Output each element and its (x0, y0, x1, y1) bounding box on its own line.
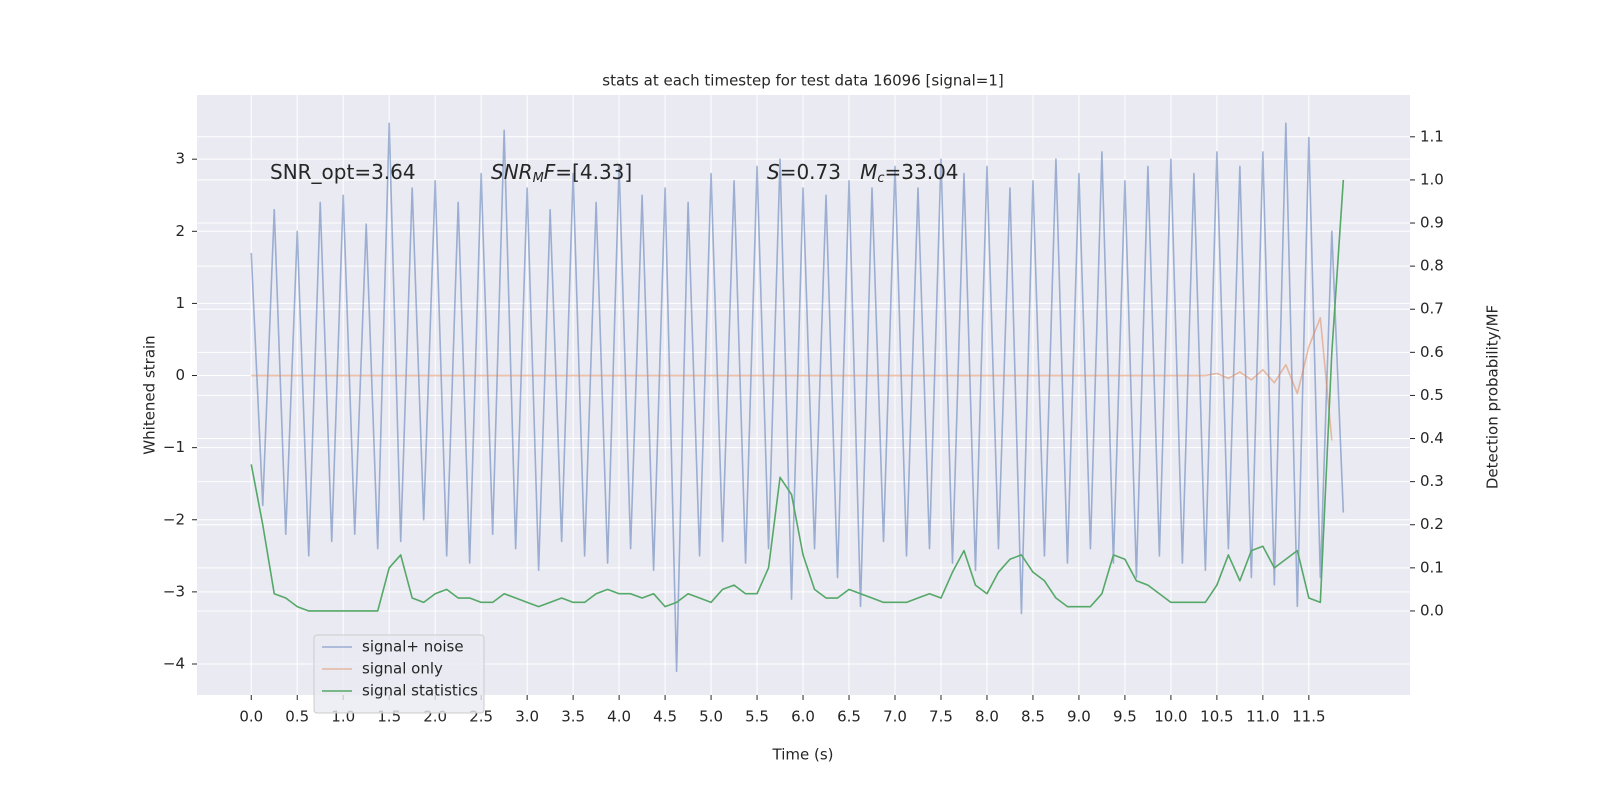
y2-tick-label: 0.2 (1420, 515, 1444, 533)
annotation-part: M (860, 160, 877, 184)
x-tick-label: 4.0 (607, 708, 631, 726)
annotation-part: =[4.33] (555, 160, 632, 184)
annotation-part: F (544, 160, 556, 184)
x-tick-label: 9.0 (1067, 708, 1091, 726)
annotation-part: =0.73 (780, 160, 860, 184)
y2-tick-label: 0.0 (1420, 601, 1444, 619)
x-tick-label: 9.5 (1113, 708, 1137, 726)
y2-axis-label: Detection probability/MF (1484, 305, 1502, 489)
x-tick-label: 8.0 (975, 708, 999, 726)
x-tick-label: 6.0 (791, 708, 815, 726)
x-tick-label: 8.5 (1021, 708, 1045, 726)
x-tick-label: 11.0 (1246, 708, 1279, 726)
legend-label: signal+ noise (362, 638, 464, 656)
y-tick-label: −2 (163, 510, 185, 528)
labels: 0.0 0.5 1.0 1.5 2.0 2.5 3.0 3.5 4.0 4.5 5.0 5.5 6.0 6… (163, 127, 1444, 725)
y2-tick-label: 1.1 (1420, 127, 1444, 145)
annotation: SNR_opt=3.64 (270, 160, 416, 184)
legend-box (313, 634, 485, 714)
x-tick-label: 0.5 (285, 708, 309, 726)
x-tick-label: 11.5 (1292, 708, 1325, 726)
y-tick-label: 3 (175, 150, 185, 168)
series-line (250, 122, 1345, 672)
annotation-part: =33.04 (885, 160, 959, 184)
x-axis-label: Time (s) (772, 746, 834, 764)
x-tick-label: 4.5 (653, 708, 677, 726)
y2-tick-label: 0.6 (1420, 343, 1444, 361)
x-tick-label: 10.5 (1200, 708, 1233, 726)
x-tick-label: 0.0 (239, 708, 263, 726)
x-tick-label: 3.5 (561, 708, 585, 726)
legend: signal+ noise signal only signal statistic… (313, 634, 485, 714)
y2-tick-label: 0.4 (1420, 429, 1444, 447)
x-tick-label: 5.0 (699, 708, 723, 726)
x-tick-label: 7.5 (929, 708, 953, 726)
annotation-part: S (767, 160, 780, 184)
annotation-part: c (877, 171, 884, 186)
x-tick-label: 3.0 (515, 708, 539, 726)
y2-tick-label: 0.7 (1420, 300, 1444, 318)
y2-tick-label: 0.3 (1420, 472, 1444, 490)
legend-label: signal only (362, 660, 443, 678)
y2-tick-label: 0.5 (1420, 386, 1444, 404)
annotation: SNRMF=[4.33] (491, 160, 632, 186)
y2-tick-label: 0.1 (1420, 558, 1444, 576)
y-tick-label: 0 (175, 366, 185, 384)
x-tick-label: 5.5 (745, 708, 769, 726)
y-tick-label: −1 (163, 438, 185, 456)
annotation: S=0.73 Mc=33.04 (767, 160, 959, 186)
y-tick-label: 2 (175, 222, 185, 240)
y-tick-label: 1 (175, 294, 185, 312)
x-tick-label: 7.0 (883, 708, 907, 726)
y2-tick-label: 0.9 (1420, 214, 1444, 232)
series-line (251, 317, 1333, 441)
x-tick-label: 10.0 (1154, 708, 1187, 726)
chart-title: stats at each timestep for test data 160… (602, 72, 1003, 90)
y-axis-label: Whitened strain (141, 335, 159, 454)
y-tick-label: −4 (163, 654, 185, 672)
lines (250, 122, 1345, 672)
legend-label: signal statistics (362, 682, 478, 700)
y2-tick-label: 1.0 (1420, 170, 1444, 188)
annotation-part: SNR_opt=3.64 (270, 160, 416, 184)
x-tick-label: 6.5 (837, 708, 861, 726)
y2-tick-label: 0.8 (1420, 257, 1444, 275)
annotation-part: M (533, 171, 544, 186)
annotation-part: SNR (491, 160, 533, 184)
series-line (250, 179, 1345, 612)
y-tick-label: −3 (163, 582, 185, 600)
